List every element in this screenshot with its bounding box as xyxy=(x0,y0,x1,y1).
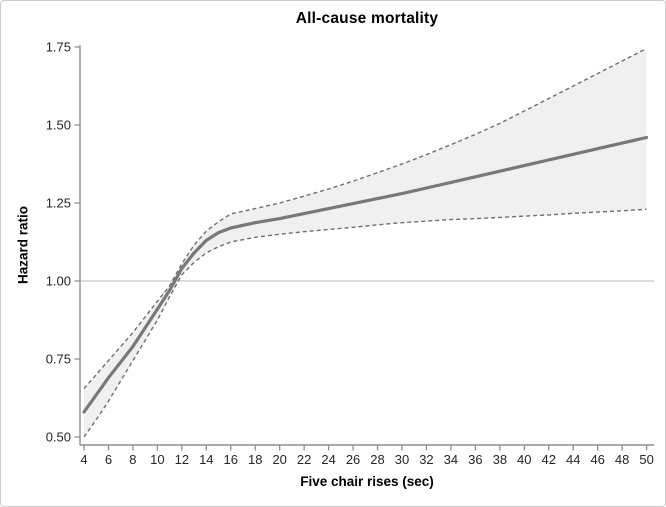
x-tick-label: 28 xyxy=(370,452,384,467)
x-tick-label: 6 xyxy=(105,452,112,467)
x-tick-label: 20 xyxy=(272,452,286,467)
x-tick-label: 24 xyxy=(321,452,335,467)
y-tick-label: 1.25 xyxy=(46,196,71,211)
confidence-band xyxy=(84,48,647,437)
x-tick-label: 48 xyxy=(615,452,629,467)
x-tick-label: 14 xyxy=(199,452,213,467)
y-tick-label: 1.75 xyxy=(46,40,71,55)
y-axis-label: Hazard ratio xyxy=(15,205,31,285)
x-tick-label: 46 xyxy=(590,452,604,467)
ci-lower-line xyxy=(83,208,647,438)
y-tick-label: 1.50 xyxy=(46,118,71,133)
x-tick-label: 36 xyxy=(468,452,482,467)
x-tick-label: 26 xyxy=(346,452,360,467)
ci-upper-line xyxy=(83,47,647,390)
x-tick-label: 30 xyxy=(395,452,409,467)
x-tick-label: 50 xyxy=(639,452,653,467)
x-tick-label: 40 xyxy=(517,452,531,467)
x-tick-label: 12 xyxy=(175,452,189,467)
x-tick-label: 44 xyxy=(566,452,580,467)
x-tick-label: 42 xyxy=(542,452,556,467)
x-tick-label: 18 xyxy=(248,452,262,467)
y-tick-label: 1.00 xyxy=(46,274,71,289)
x-tick-label: 38 xyxy=(493,452,507,467)
chart-title: All-cause mortality xyxy=(295,10,439,27)
hazard-ratio-line xyxy=(82,135,649,414)
x-tick-label: 4 xyxy=(80,452,87,467)
x-axis-label: Five chair rises (sec) xyxy=(300,474,434,489)
x-tick-label: 32 xyxy=(419,452,433,467)
x-tick-label: 10 xyxy=(150,452,164,467)
y-tick-label: 0.75 xyxy=(46,352,71,367)
y-tick-label: 0.50 xyxy=(46,430,71,445)
x-tick-label: 8 xyxy=(129,452,136,467)
x-tick-label: 22 xyxy=(297,452,311,467)
x-tick-label: 16 xyxy=(224,452,238,467)
x-tick-label: 34 xyxy=(444,452,458,467)
